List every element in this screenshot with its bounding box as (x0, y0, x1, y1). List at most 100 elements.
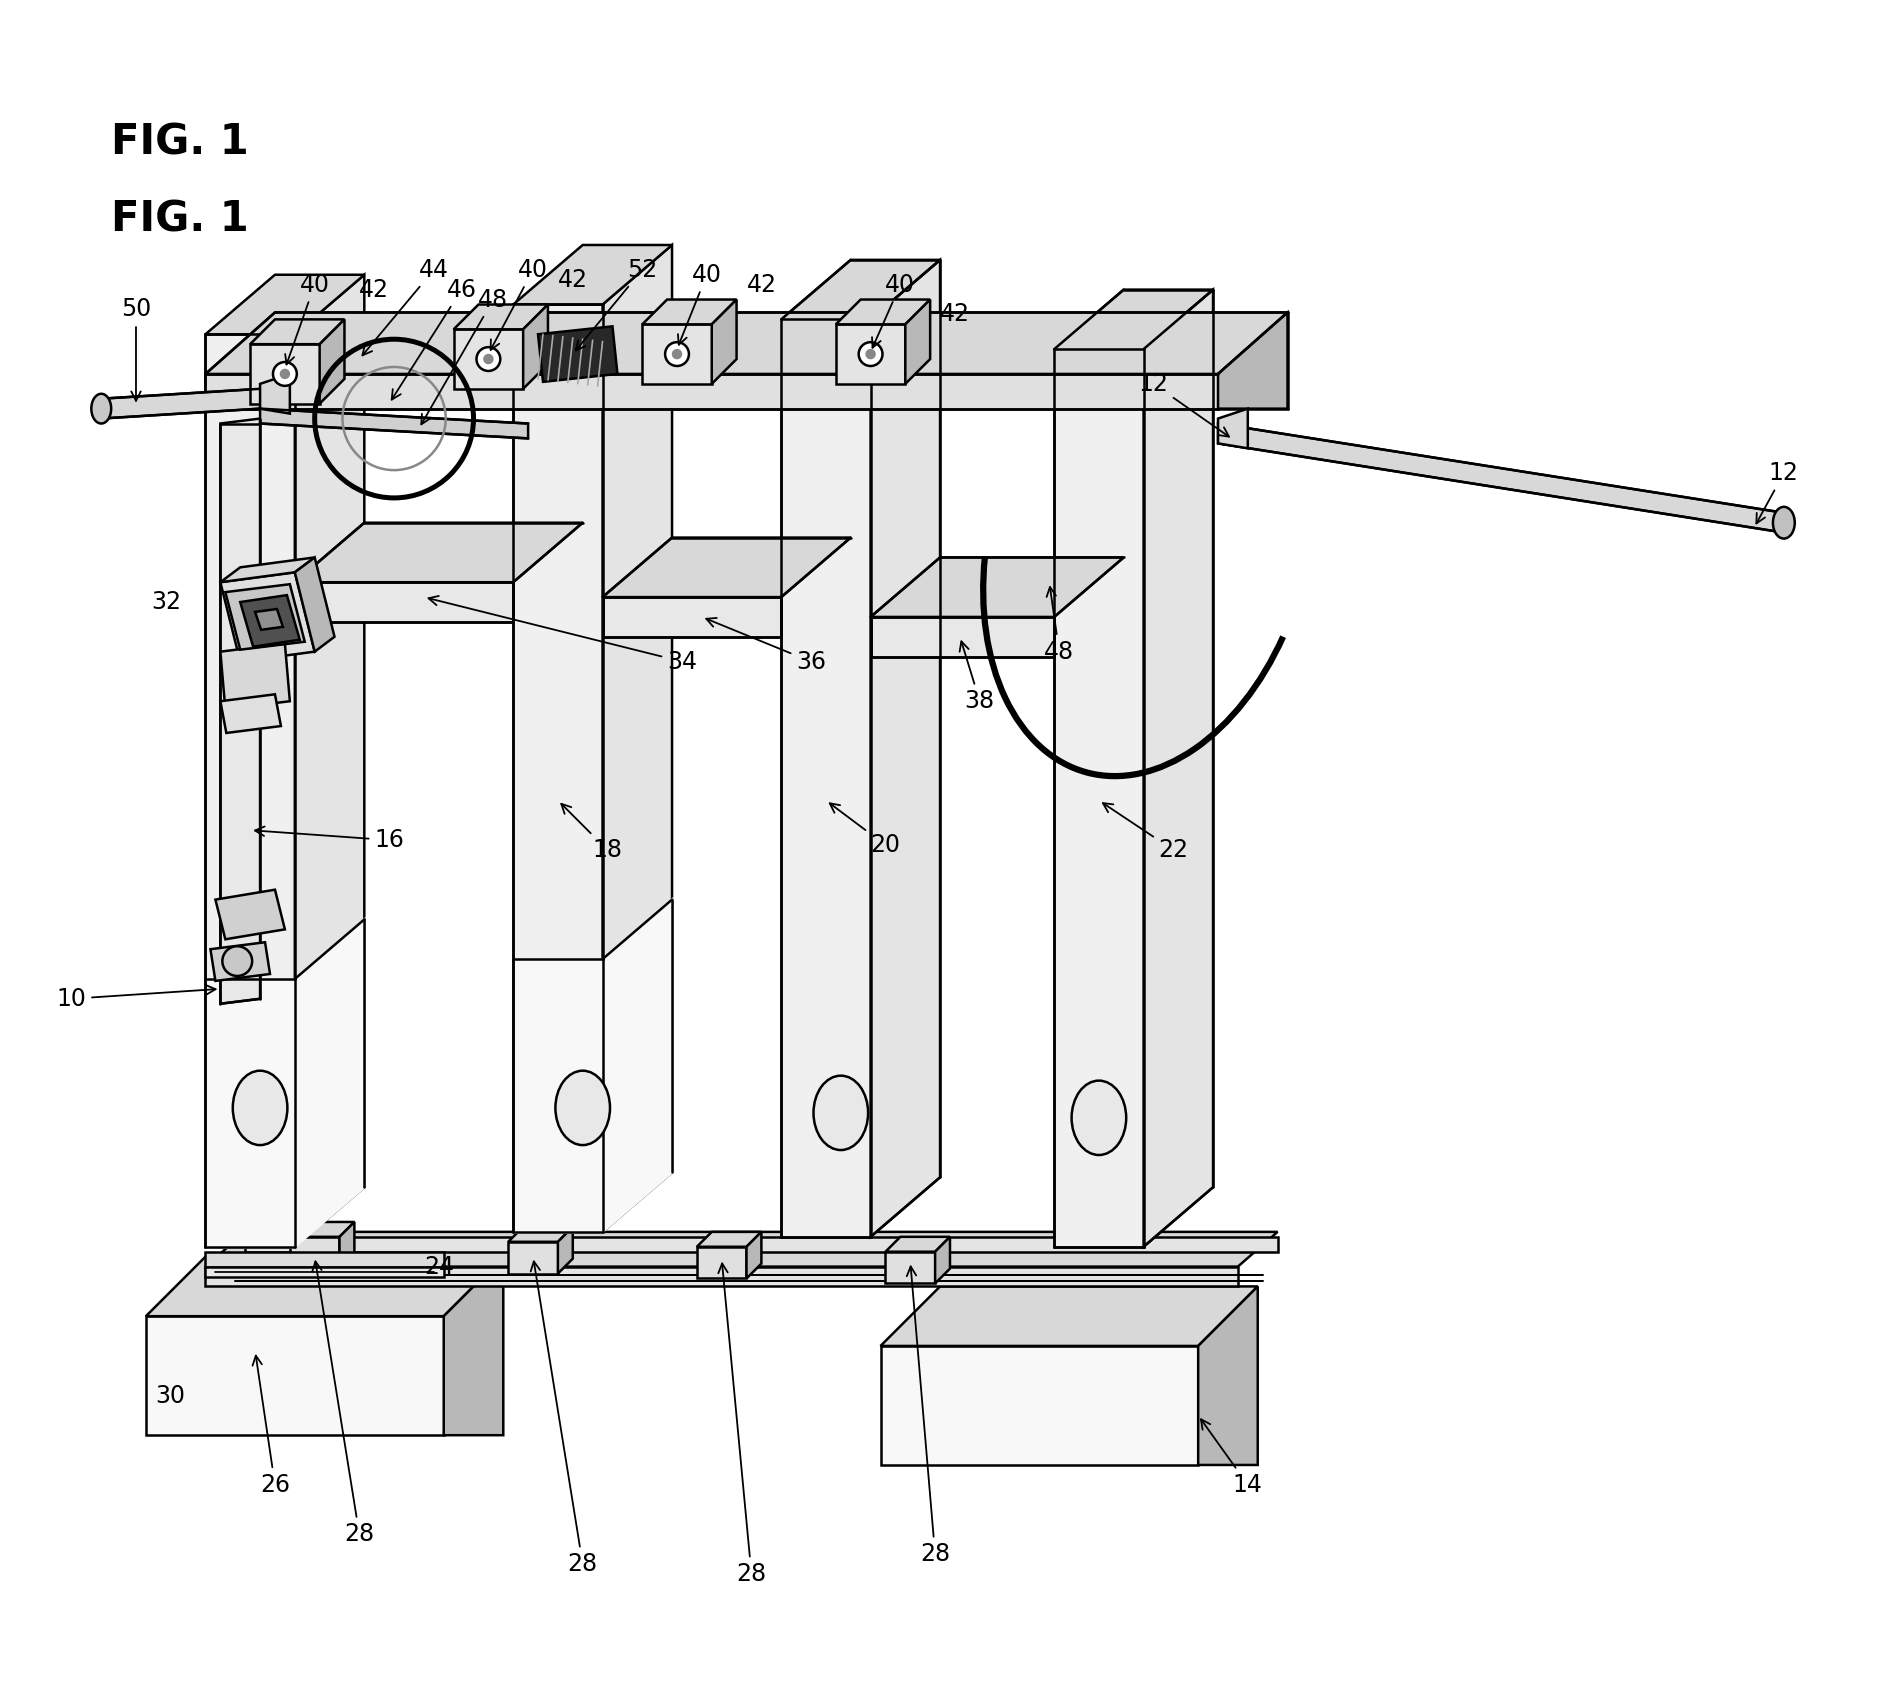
Text: 48: 48 (1044, 586, 1074, 663)
Polygon shape (780, 319, 869, 1237)
Polygon shape (241, 595, 300, 648)
Text: FIG. 1: FIG. 1 (112, 121, 249, 164)
Text: 18: 18 (562, 804, 623, 862)
Polygon shape (881, 1287, 1256, 1346)
Ellipse shape (554, 1070, 609, 1145)
Text: 50: 50 (121, 298, 152, 400)
Text: 12: 12 (1756, 462, 1797, 523)
Polygon shape (881, 1346, 1198, 1465)
Polygon shape (245, 1237, 1277, 1252)
Polygon shape (602, 596, 780, 637)
Ellipse shape (1070, 1080, 1126, 1155)
Polygon shape (220, 419, 260, 1004)
Polygon shape (220, 694, 281, 733)
Polygon shape (294, 274, 364, 1247)
Text: 48: 48 (421, 288, 509, 424)
Polygon shape (260, 409, 528, 438)
Text: 42: 42 (940, 302, 970, 327)
Text: 28: 28 (907, 1266, 949, 1566)
Circle shape (222, 946, 252, 976)
Text: 28: 28 (717, 1263, 767, 1586)
Polygon shape (220, 557, 315, 583)
Polygon shape (294, 523, 583, 583)
Text: 30: 30 (156, 1384, 186, 1408)
Polygon shape (290, 1222, 355, 1237)
Polygon shape (205, 980, 294, 1247)
Ellipse shape (233, 1070, 287, 1145)
Text: 44: 44 (363, 257, 448, 356)
Polygon shape (205, 334, 294, 1247)
Polygon shape (1053, 290, 1213, 349)
Polygon shape (509, 1242, 558, 1273)
Text: 34: 34 (429, 596, 697, 673)
Polygon shape (1217, 424, 1782, 533)
Circle shape (484, 354, 492, 363)
Polygon shape (905, 300, 930, 383)
Text: 24: 24 (423, 1254, 454, 1278)
Text: 36: 36 (706, 619, 826, 673)
Polygon shape (642, 300, 736, 324)
Polygon shape (780, 261, 940, 319)
Circle shape (476, 348, 499, 371)
Text: 40: 40 (285, 273, 330, 365)
Polygon shape (146, 1315, 444, 1435)
Polygon shape (934, 1237, 949, 1283)
Polygon shape (1053, 349, 1143, 1247)
Polygon shape (205, 1266, 1237, 1287)
Polygon shape (340, 1222, 355, 1268)
Text: 32: 32 (150, 590, 180, 613)
Polygon shape (254, 608, 283, 630)
Text: 42: 42 (746, 273, 776, 296)
Ellipse shape (812, 1075, 867, 1150)
Polygon shape (211, 942, 270, 982)
Polygon shape (884, 1237, 949, 1252)
Polygon shape (319, 319, 344, 404)
Polygon shape (251, 344, 319, 404)
Polygon shape (869, 261, 940, 1237)
Polygon shape (1217, 409, 1247, 448)
Text: 40: 40 (678, 262, 721, 344)
Text: 40: 40 (871, 273, 915, 348)
Polygon shape (146, 1256, 503, 1315)
Polygon shape (869, 617, 1053, 656)
Polygon shape (522, 305, 549, 389)
Polygon shape (205, 274, 364, 334)
Polygon shape (205, 1266, 444, 1276)
Text: 40: 40 (490, 257, 549, 349)
Polygon shape (712, 300, 736, 383)
Text: 52: 52 (575, 257, 657, 351)
Polygon shape (205, 312, 1287, 373)
Polygon shape (220, 644, 290, 709)
Circle shape (858, 343, 883, 366)
Polygon shape (697, 1247, 746, 1278)
Polygon shape (602, 537, 850, 596)
Polygon shape (205, 1232, 1277, 1266)
Polygon shape (1217, 312, 1287, 409)
Polygon shape (251, 319, 344, 344)
Polygon shape (602, 900, 672, 1232)
Polygon shape (835, 300, 930, 324)
Text: 42: 42 (359, 278, 389, 302)
Circle shape (281, 370, 288, 378)
Polygon shape (884, 1252, 934, 1283)
Circle shape (664, 343, 689, 366)
Polygon shape (602, 245, 672, 1232)
Text: 42: 42 (558, 268, 588, 291)
Text: 38: 38 (958, 641, 995, 714)
Polygon shape (835, 324, 905, 383)
Polygon shape (454, 305, 549, 329)
Polygon shape (1198, 1287, 1256, 1465)
Polygon shape (697, 1232, 761, 1247)
Text: 10: 10 (57, 985, 216, 1010)
Polygon shape (260, 373, 290, 414)
Text: 22: 22 (1103, 803, 1188, 862)
Polygon shape (205, 373, 1217, 409)
Polygon shape (869, 557, 1124, 617)
Polygon shape (290, 1237, 340, 1268)
Polygon shape (537, 327, 617, 382)
Text: 14: 14 (1200, 1419, 1262, 1496)
Polygon shape (101, 389, 260, 419)
Polygon shape (214, 889, 285, 939)
Ellipse shape (91, 394, 112, 424)
Circle shape (672, 349, 681, 358)
